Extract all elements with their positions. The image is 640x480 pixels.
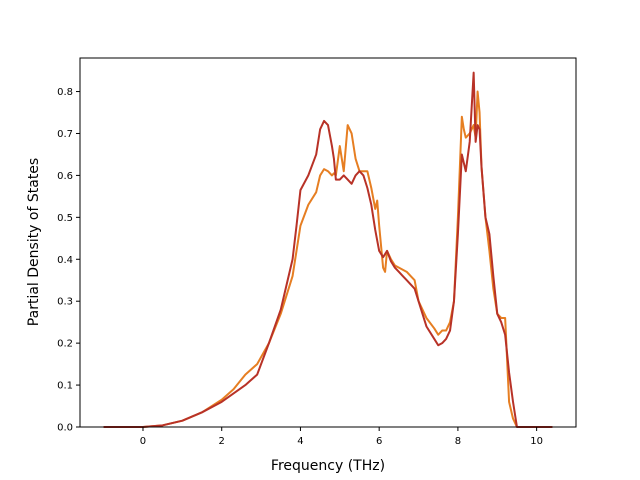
y-axis-ticks: 0.0 0.1 0.2 0.3 0.4 0.5 0.6 0.7 0.8: [57, 87, 80, 434]
x-tick-label: 8: [455, 436, 461, 447]
y-tick-label: 0.7: [57, 129, 73, 140]
y-tick-label: 0.3: [57, 297, 73, 308]
y-tick-label: 0.1: [57, 381, 73, 392]
pdos-series-1-line: [103, 90, 553, 428]
plot-frame: [79, 57, 577, 428]
series-layer: [103, 71, 553, 428]
y-tick-label: 0.5: [57, 213, 73, 224]
x-tick-label: 0: [140, 436, 146, 447]
x-tick-label: 10: [530, 436, 543, 447]
y-tick-label: 0.0: [57, 423, 73, 434]
y-tick-label: 0.8: [57, 87, 73, 98]
y-axis-label: Partial Density of States: [26, 158, 42, 326]
y-tick-label: 0.4: [57, 255, 73, 266]
pdos-series-2-line: [103, 71, 553, 428]
x-axis-label: Frequency (THz): [271, 458, 385, 474]
y-tick-label: 0.2: [57, 339, 73, 350]
x-tick-label: 2: [219, 436, 225, 447]
x-tick-label: 6: [376, 436, 382, 447]
x-tick-label: 4: [297, 436, 303, 447]
x-axis-ticks: 0 2 4 6 8 10: [140, 427, 543, 447]
y-tick-label: 0.6: [57, 171, 73, 182]
